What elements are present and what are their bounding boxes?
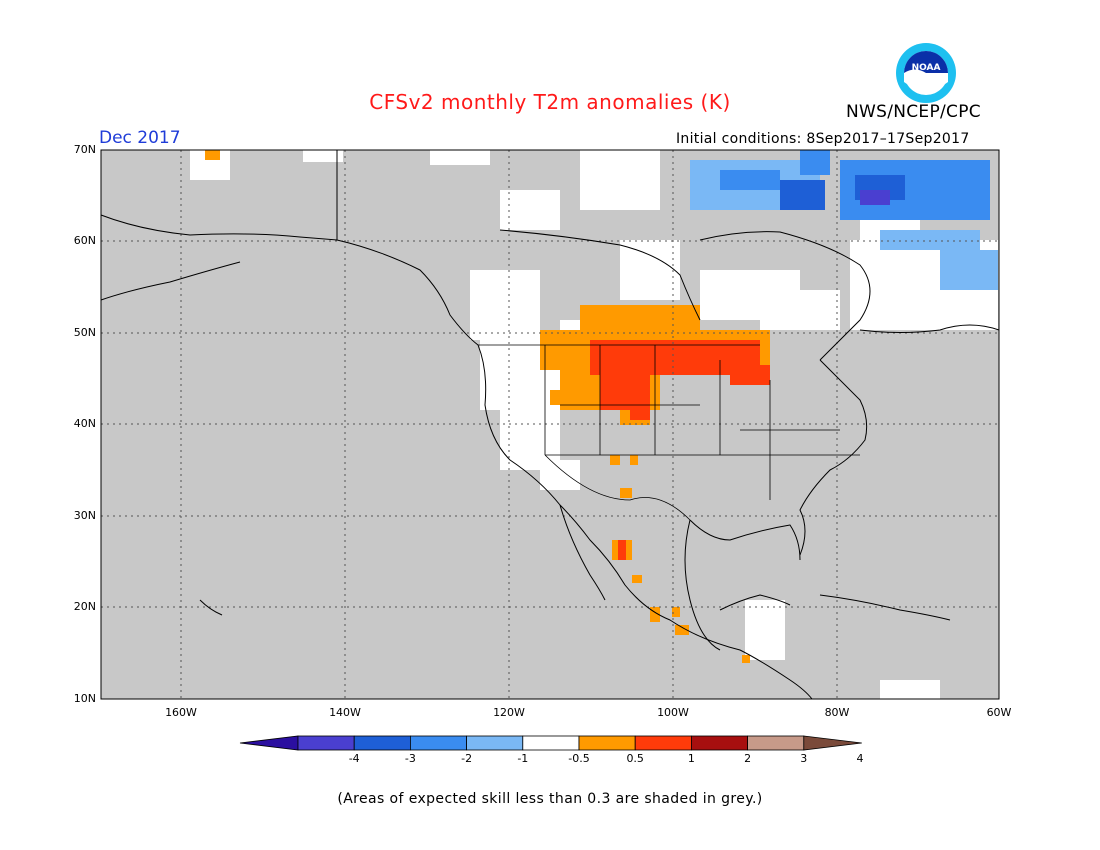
legend-label: -0.5 [568, 752, 590, 765]
legend-label: 1 [687, 752, 695, 765]
legend-swatch [690, 735, 748, 751]
legend-swatch [634, 735, 692, 751]
lon-label: 60W [986, 706, 1012, 719]
legend-label: 0.5 [626, 752, 644, 765]
legend-label: 3 [800, 752, 808, 765]
lat-label: 40N [73, 417, 96, 430]
lon-label: 80W [824, 706, 850, 719]
lon-label: 120W [493, 706, 525, 719]
legend-label: -2 [461, 752, 473, 765]
lon-label: 140W [329, 706, 361, 719]
legend-swatch [409, 735, 467, 751]
noaa-logo: NOAA [895, 42, 957, 108]
legend-label: 4 [856, 752, 864, 765]
legend-swatch [297, 735, 355, 751]
cold-anomalies [690, 150, 998, 290]
legend-swatch [578, 735, 636, 751]
logo-text: NOAA [912, 63, 941, 73]
legend-label: -3 [404, 752, 416, 765]
lat-label: 20N [73, 600, 96, 613]
warm-anomalies [205, 150, 770, 663]
valid-month: Dec 2017 [99, 128, 181, 148]
map-title: CFSv2 monthly T2m anomalies (K) [369, 90, 731, 114]
legend-swatch [466, 735, 524, 751]
agency-label: NWS/NCEP/CPC [846, 102, 981, 122]
lat-label: 70N [73, 143, 96, 156]
legend-swatch [747, 735, 805, 751]
legend-swatch [522, 735, 580, 751]
legend-swatch [239, 735, 299, 751]
lat-label: 60N [73, 234, 96, 247]
color-legend [239, 735, 862, 751]
coastlines [100, 150, 1000, 700]
lat-label: 10N [73, 692, 96, 705]
legend-swatch [353, 735, 411, 751]
map-frame [100, 149, 1000, 700]
lat-label: 30N [73, 509, 96, 522]
skill-footnote: (Areas of expected skill less than 0.3 a… [337, 791, 763, 807]
legend-label: 2 [744, 752, 752, 765]
legend-label: -4 [348, 752, 360, 765]
initial-conditions: Initial conditions: 8Sep2017–17Sep2017 [676, 131, 970, 147]
legend-swatch [803, 735, 862, 751]
lat-label: 50N [73, 326, 96, 339]
lon-label: 100W [657, 706, 689, 719]
lon-label: 160W [165, 706, 197, 719]
legend-label: -1 [517, 752, 529, 765]
borders [478, 344, 860, 521]
